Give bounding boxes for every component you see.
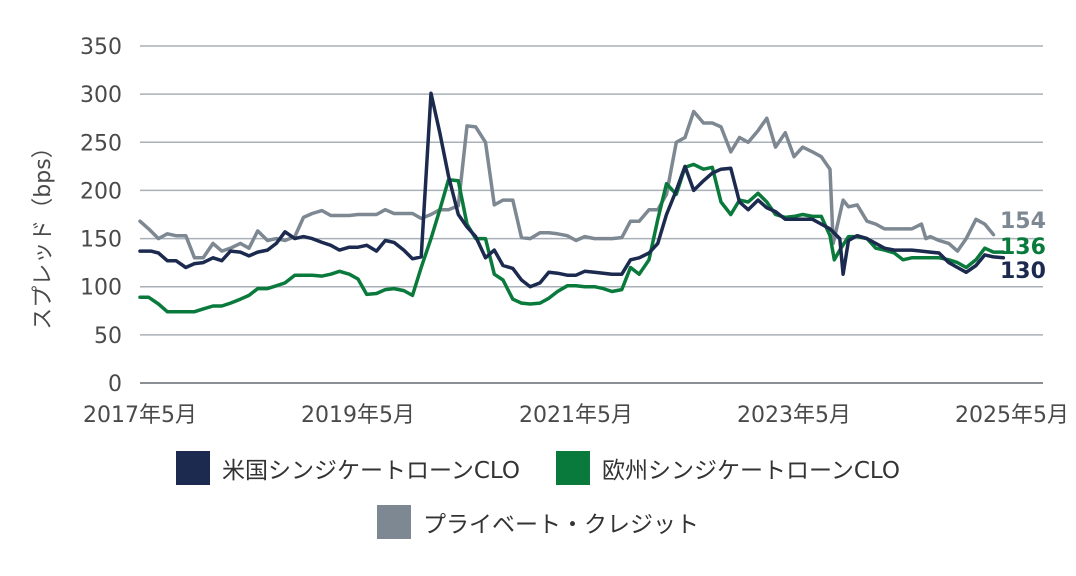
legend-swatch-us-clo	[175, 451, 210, 485]
legend-swatch-eu-clo	[556, 451, 590, 485]
x-tick-label: 2023年5月	[737, 403, 851, 428]
y-tick-label: 50	[94, 324, 122, 349]
x-tick-label: 2017年5月	[83, 403, 197, 428]
x-axis-ticks: 2017年5月 2019年5月 2021年5月 2023年5月 2025年5月	[83, 403, 1069, 428]
y-tick-label: 100	[80, 276, 122, 301]
gridlines	[140, 45, 1043, 384]
legend-label-eu-clo: 欧州シンジケートローンCLO	[602, 458, 901, 484]
legend-label-private-credit: プライベート・クレジット	[423, 512, 699, 538]
line-chart: 0 50 100 150 200 250 300 350 2017年5月 2019年5月 2021…	[31, 35, 1069, 428]
series-line-0	[138, 91, 1006, 289]
x-tick-label: 2025年5月	[955, 403, 1069, 428]
end-label-0: 130	[1000, 259, 1046, 284]
end-label-2: 154	[1000, 209, 1046, 234]
legend-item-us-clo: 米国シンジケートローンCLO	[175, 451, 520, 485]
y-tick-label: 0	[108, 372, 122, 397]
legend-swatch-private-credit	[377, 505, 411, 539]
y-tick-label: 250	[80, 131, 122, 156]
y-tick-label: 350	[80, 35, 122, 60]
legend-item-private-credit: プライベート・クレジット	[377, 505, 699, 539]
y-tick-label: 150	[80, 228, 122, 253]
y-tick-label: 300	[80, 83, 122, 108]
y-axis-ticks: 0 50 100 150 200 250 300 350	[80, 35, 122, 397]
series-lines	[138, 91, 1006, 314]
legend-row-2: プライベート・クレジット	[0, 502, 1076, 542]
legend-label-us-clo: 米国シンジケートローンCLO	[221, 458, 520, 484]
y-tick-label: 200	[80, 179, 122, 204]
x-tick-label: 2021年5月	[519, 403, 633, 428]
series-line-2	[138, 109, 996, 260]
x-tick-label: 2019年5月	[301, 403, 415, 428]
legend-item-eu-clo: 欧州シンジケートローンCLO	[556, 451, 900, 485]
legend-row-1: 米国シンジケートローンCLO 欧州シンジケートローンCLO	[0, 448, 1076, 488]
end-label-1: 136	[1000, 235, 1046, 260]
y-axis-label: スプレッド（bps）	[31, 136, 56, 329]
legend: 米国シンジケートローンCLO 欧州シンジケートローンCLO プライベート・クレジ…	[0, 448, 1076, 556]
